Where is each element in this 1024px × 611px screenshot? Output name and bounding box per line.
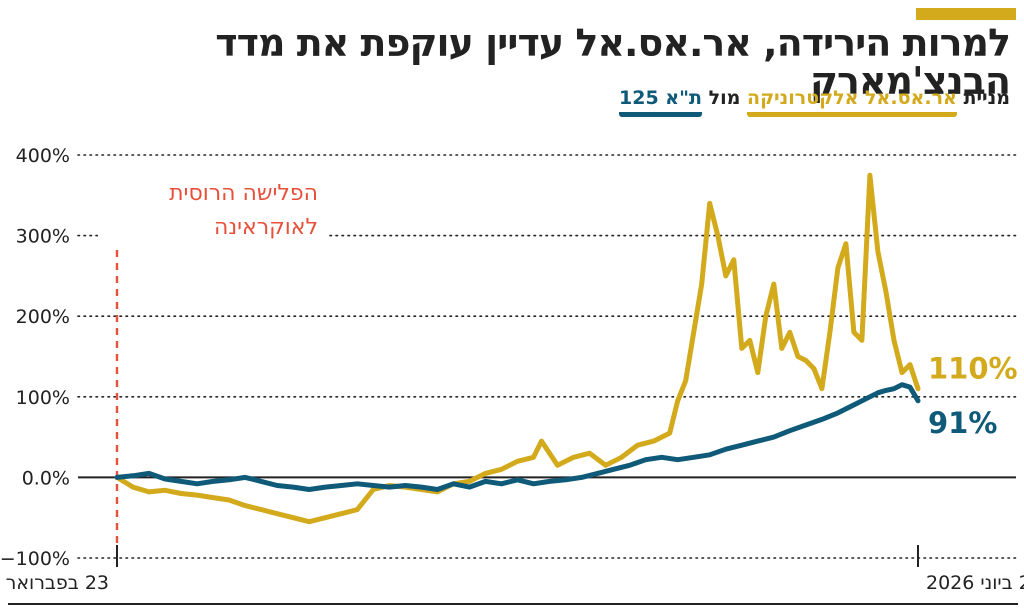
x-tick-label: 23 בפברואר 2022	[0, 572, 109, 594]
y-tick-label: −100%	[0, 548, 70, 570]
series-end-label-1: 91%	[928, 406, 997, 440]
y-tick-label: 100%	[16, 387, 70, 409]
legend-series-rsl: אר.אס.אל אלקטרוניקה	[747, 86, 957, 117]
legend-series-ta125: ת"א 125	[619, 86, 702, 117]
y-tick-label: 0.0%	[22, 467, 70, 489]
series	[114, 172, 921, 525]
event-label-line2: לאוקראינה	[214, 215, 318, 240]
series-line-0	[114, 172, 921, 525]
event-label-background	[98, 175, 328, 245]
grid	[77, 154, 1017, 559]
bottom-rule	[8, 603, 1018, 605]
axes: 400% 300% 200% 100% 0.0% −100%23 בפברואר 2022…	[0, 145, 1024, 594]
subtitle-mid: מול	[708, 87, 741, 109]
subtitle-prefix: מניית	[963, 87, 1010, 109]
y-tick-label: 200%	[16, 306, 70, 328]
chart-subtitle: מניית אר.אס.אל אלקטרוניקה מול ת"א 125	[619, 86, 1010, 117]
brand-bar	[916, 8, 1016, 20]
page-title: למרות הירידה, אר.אס.אל עדיין עוקפת את מד…	[215, 21, 1011, 103]
end-labels: 110% 91%	[928, 352, 1018, 440]
y-tick-label: 400%	[16, 145, 70, 167]
y-tick-label: 300%	[16, 226, 70, 248]
series-end-label-0: 110%	[928, 352, 1018, 386]
x-tick-label: 28 ביוני 2026	[926, 572, 1024, 594]
series-line-1	[114, 382, 921, 492]
event-annotation: הפלישה הרוסית לאוקראינה	[98, 175, 328, 547]
event-label-line1: הפלישה הרוסית	[169, 181, 318, 206]
